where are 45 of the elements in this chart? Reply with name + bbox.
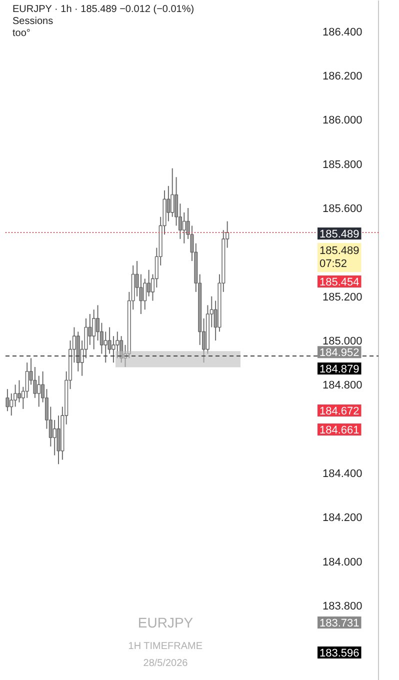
candlestick [6,388,10,412]
chart-title: EURJPY · 1h · 185.489 −0.012 (−0.01%) [12,4,194,15]
candlestick [112,336,116,364]
annotation: 185.489 [320,228,360,241]
annotation: 184.879 [320,364,360,376]
y-tick-label: 185.200 [322,291,362,304]
annotation: Sessions [12,16,54,27]
candlestick [25,362,29,398]
annotation: 184.661 [320,424,360,436]
candlestick [170,168,174,218]
y-tick-label: 184.400 [322,468,362,480]
annotation: 183.731 [320,618,360,630]
y-tick-label: 184.800 [322,380,362,392]
y-tick-label: 185.000 [322,336,362,348]
annotation: 28/5/2026 [143,658,188,669]
y-tick-label: 184.000 [322,556,362,568]
annotation: 185.489 07:52 [320,244,360,270]
candlestick [116,331,120,359]
y-tick-label: 183.800 [322,600,362,612]
candlestick [92,309,96,350]
candlestick [120,336,124,364]
annotation: 184.672 [320,406,360,418]
candlestick [56,415,60,465]
y-tick-label: 186.400 [322,26,362,38]
candlestick [17,380,22,403]
candlestick [104,331,108,364]
candlestick [166,185,170,222]
y-tick-label: 186.200 [322,70,362,83]
y-tick-label: 186.000 [322,114,362,127]
annotation: 184.952 [320,347,360,360]
candlestick [37,375,41,408]
y-tick-label: 185.800 [322,158,362,171]
annotation: 1H TIMEFRAME [128,641,203,652]
candlestick [10,392,14,416]
y-tick-label: 184.200 [322,512,362,524]
candlestick [182,212,186,244]
annotation: EURJPY [138,614,194,630]
candlestick [88,314,92,346]
annotation: 185.454 [320,276,360,289]
candlestick [52,419,56,456]
y-tick-label: 185.600 [322,203,362,216]
annotation: 183.596 [320,648,360,660]
candlestick [143,278,147,310]
candlestick [147,269,151,297]
annotation: too° [12,28,30,39]
